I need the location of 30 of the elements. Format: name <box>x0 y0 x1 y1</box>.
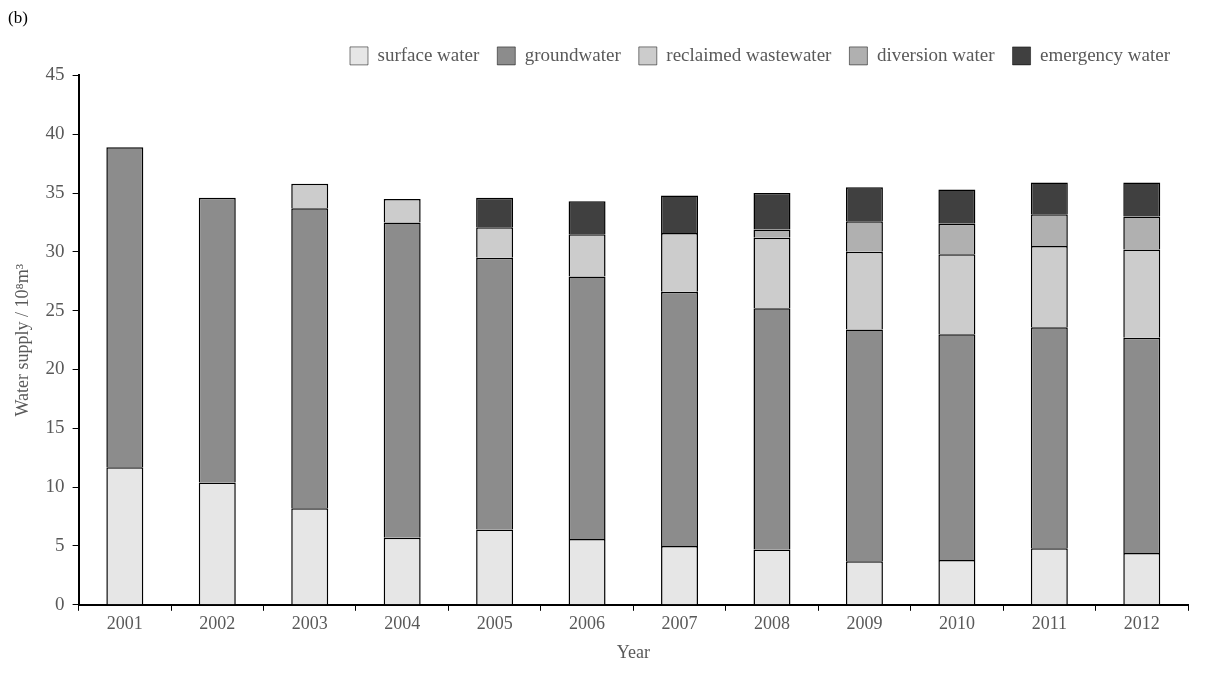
x-tick-label: 2006 <box>569 613 606 634</box>
y-tick-label: 10 <box>45 475 65 497</box>
legend-label: emergency water <box>1040 43 1171 65</box>
x-tick-label: 2007 <box>661 613 698 634</box>
y-tick-label: 25 <box>45 298 65 320</box>
y-tick-label: 5 <box>55 533 65 555</box>
x-tick-label: 2005 <box>476 613 513 634</box>
y-tick-label: 40 <box>45 122 65 144</box>
x-tick-label: 2009 <box>846 613 883 634</box>
x-tick-label: 2012 <box>1123 613 1160 634</box>
legend-label: reclaimed wastewater <box>666 43 833 65</box>
x-tick-label: 2004 <box>384 613 421 634</box>
y-tick-label: 0 <box>55 592 65 614</box>
y-tick-label: 45 <box>45 63 65 85</box>
y-tick-label: 20 <box>45 357 65 379</box>
y-axis-title: Water supply / 10⁸m³ <box>11 263 32 417</box>
y-tick-label: 15 <box>45 416 65 438</box>
legend-label: surface water <box>377 43 480 65</box>
x-tick-label: 2001 <box>106 613 143 634</box>
x-axis-title: Year <box>616 641 650 662</box>
y-tick-label: 35 <box>45 181 65 203</box>
x-tick-label: 2008 <box>753 613 790 634</box>
x-tick-label: 2011 <box>1031 613 1067 634</box>
legend-label: diversion water <box>876 43 996 65</box>
x-tick-label: 2002 <box>199 613 236 634</box>
y-tick-label: 30 <box>45 239 65 261</box>
chart-title: (b) <box>8 7 28 27</box>
legend-label: groundwater <box>524 43 622 65</box>
x-tick-label: 2010 <box>938 613 975 634</box>
x-tick-label: 2003 <box>291 613 328 634</box>
